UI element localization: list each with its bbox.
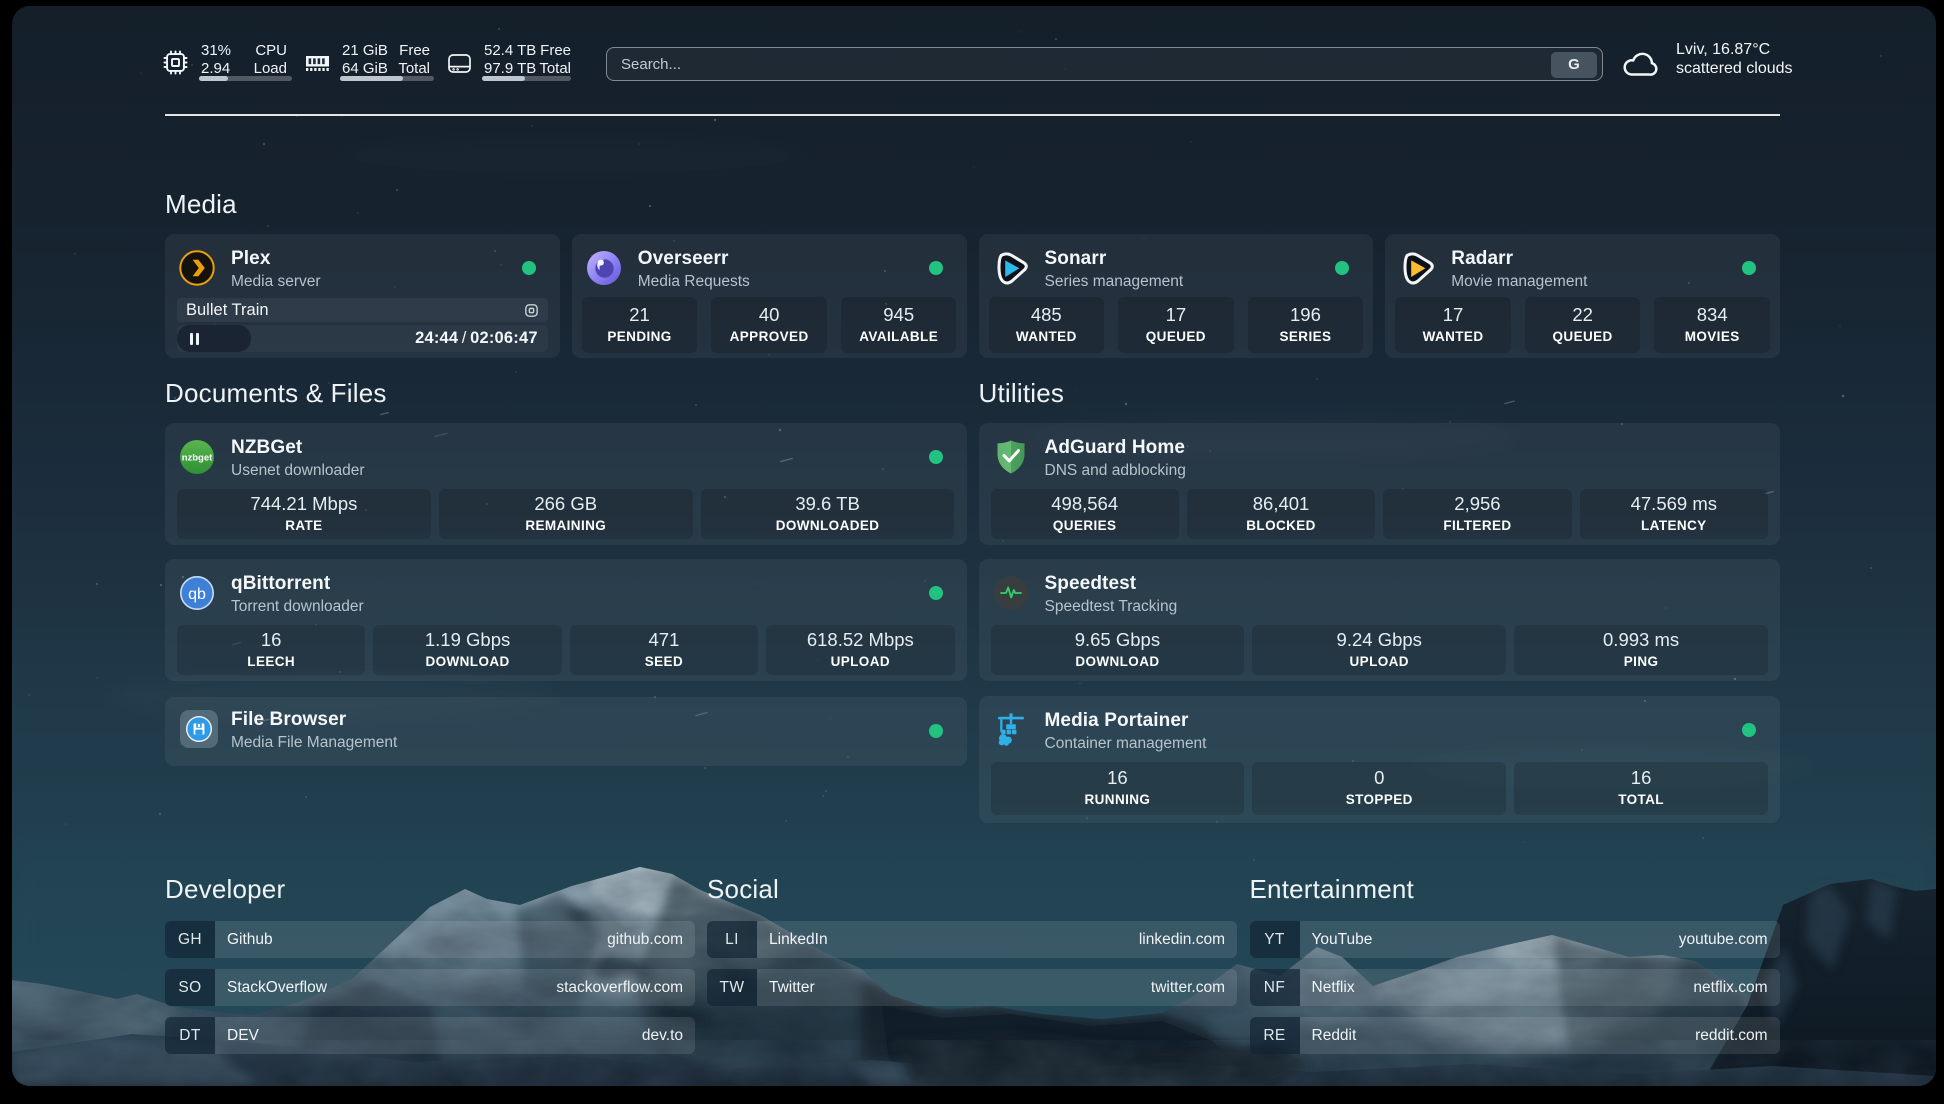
- svg-text:nzbget: nzbget: [182, 453, 213, 464]
- svg-text:qb: qb: [188, 586, 206, 603]
